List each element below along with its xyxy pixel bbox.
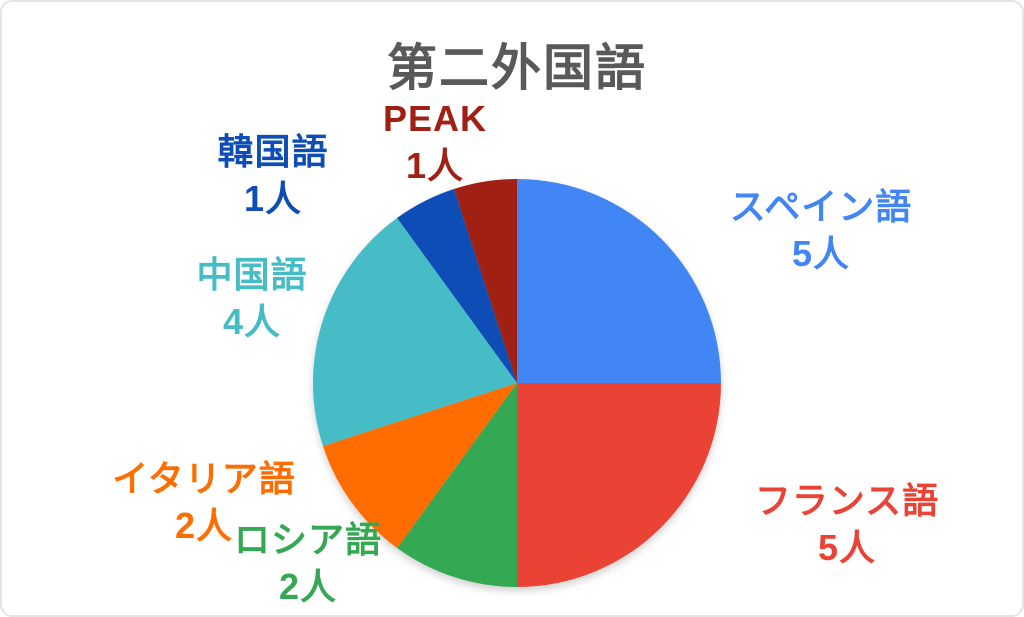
slice-label-name: イタリア語 [112, 458, 296, 500]
slice-label-spanish: スペイン語 5人 [730, 184, 912, 278]
slice-label-chinese: 中国語 4人 [196, 252, 307, 346]
slice-label-value: 5人 [791, 233, 851, 274]
pie-slice-1 [517, 383, 721, 587]
chart-title: 第二外国語 [387, 40, 647, 96]
slice-label-peak: PEAK 1人 [383, 96, 487, 190]
pie-slice-6 [453, 179, 517, 383]
slice-label-name: PEAK [382, 98, 488, 140]
slice-label-value: 1人 [243, 178, 303, 219]
slice-label-name: スペイン語 [729, 186, 913, 228]
slice-label-value: 1人 [405, 145, 465, 186]
slice-label-french: フランス語 5人 [755, 478, 939, 572]
pie-slice-4 [312, 217, 517, 447]
slice-label-name: 韓国語 [217, 131, 329, 173]
slice-label-name: 中国語 [196, 254, 308, 296]
pie-slice-0 [517, 179, 721, 383]
slice-label-value: 4人 [222, 301, 282, 342]
slice-label-name: ロシア語 [233, 519, 383, 561]
pie-slice-3 [322, 383, 517, 549]
slice-label-korean: 韓国語 1人 [217, 129, 328, 223]
slice-label-italian: イタリア語 2人 [112, 456, 296, 550]
slice-label-value: 5人 [817, 527, 877, 568]
slice-label-name: フランス語 [754, 480, 940, 522]
pie-slice-5 [397, 188, 517, 383]
slice-label-value: 2人 [278, 566, 338, 607]
slice-label-value: 2人 [174, 505, 234, 546]
pie-slice-2 [397, 383, 517, 587]
slice-label-russian: ロシア語 2人 [234, 517, 382, 611]
